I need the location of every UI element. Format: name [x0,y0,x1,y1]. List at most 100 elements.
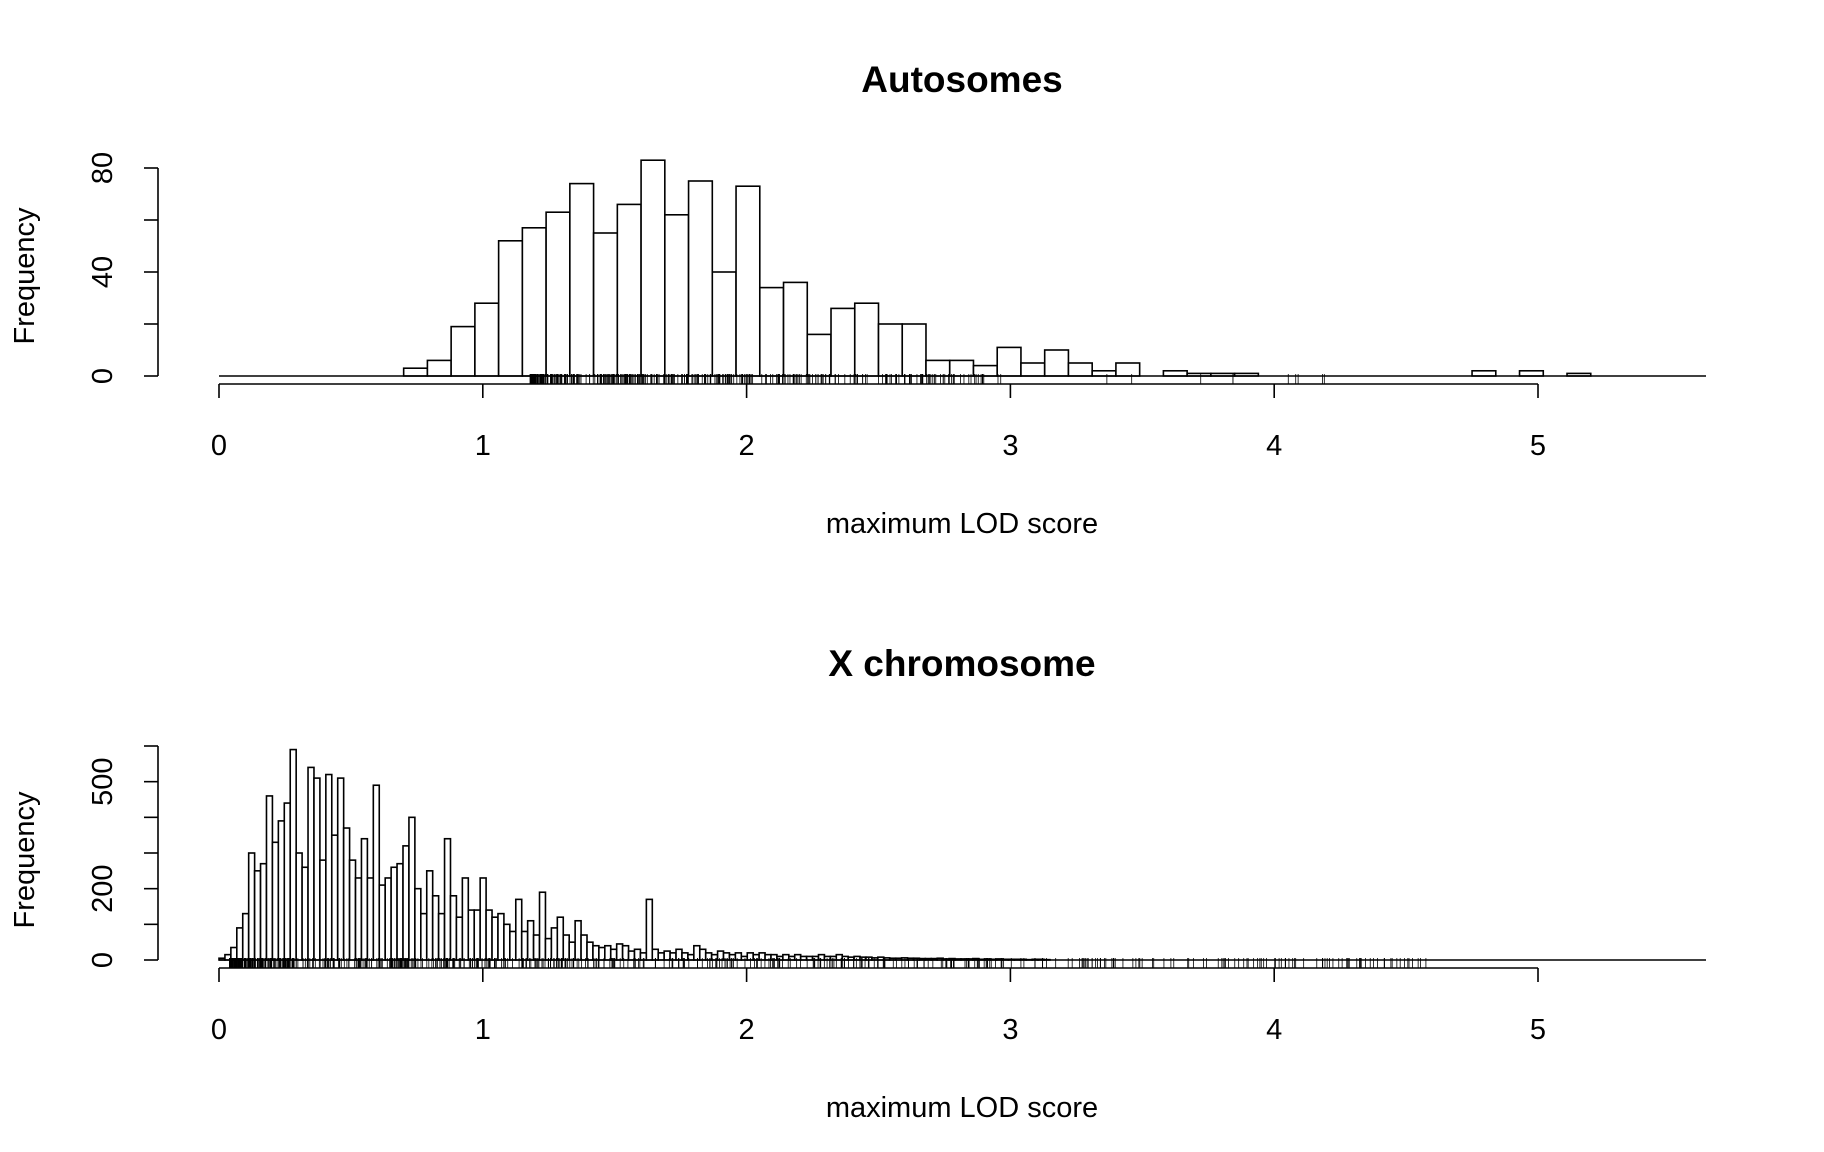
autosomes-bar-12 [687,180,714,377]
x-chromosome-bar-54 [538,891,547,961]
autosomes-x-tick-label-3: 3 [1002,430,1018,462]
x-chromosome-bar-29 [390,866,398,961]
x-chromosome-bar-38 [443,837,452,961]
autosomes-bar-10 [640,159,666,377]
autosomes-y-tick-label-2: 40 [87,256,119,288]
autosomes-bar-9 [616,203,642,377]
x-chromosome-bar-74 [657,952,665,961]
x-chromosome-bar-46 [491,916,499,961]
autosomes-x-tick-label-0: 0 [211,430,227,462]
x-chromosome-bar-4 [241,912,250,961]
x-chromosome-bar-35 [425,870,434,961]
x-chromosome-bar-8 [265,795,274,961]
x-chromosome-bar-36 [431,894,440,961]
autosomes-histogram-panel: Autosomes 0 1 2 3 4 5 0 40 80 maximum LOD score… [9,59,1706,540]
x-chromosome-bars [218,748,1706,961]
x-chromosome-y-tick-label-2: 200 [87,864,119,912]
x-chromosome-bar-39 [449,894,458,961]
x-chromosome-bar-60 [574,919,582,961]
x-chromosome-bar-21 [342,827,351,961]
x-chromosome-y-axis: 0 200 500 [87,745,159,968]
x-chromosome-bar-41 [461,877,470,961]
autosomes-bar-17 [806,333,832,377]
x-chromosome-bar-52 [526,919,535,961]
x-chromosome-bar-32 [408,816,416,961]
x-chromosome-bar-51 [520,930,529,961]
autosomes-bar-28 [1067,362,1093,377]
autosomes-bar-23 [948,359,975,377]
x-chromosome-x-tick-label-5: 5 [1530,1014,1546,1046]
autosomes-bar-22 [925,359,951,377]
x-chromosome-bar-80 [693,944,701,961]
x-chromosome-x-tick-label-1: 1 [475,1014,491,1046]
x-chromosome-bar-20 [336,777,345,961]
x-chromosome-bar-84 [716,950,725,961]
autosomes-bar-11 [664,214,690,377]
x-chromosome-bar-14 [301,866,309,961]
x-chromosome-bar-31 [402,845,410,961]
x-chromosome-bar-53 [532,934,541,961]
autosomes-x-axis: 0 1 2 3 4 5 [211,383,1546,462]
autosomes-bar-25 [996,346,1022,377]
x-chromosome-bar-3 [236,927,244,961]
x-chromosome-y-tick-label-5: 500 [87,757,119,805]
x-chromosome-bar-62 [586,941,594,961]
x-chromosome-bar-47 [497,912,505,961]
x-chromosome-x-axis: 0 1 2 3 4 5 [211,967,1546,1046]
x-chromosome-bar-57 [556,916,565,961]
autosomes-bar-15 [758,286,785,377]
x-chromosome-rug [229,958,1427,968]
x-chromosome-bar-28 [384,877,392,961]
x-chromosome-bar-34 [420,912,428,961]
x-chromosome-bar-24 [360,837,369,961]
x-chromosome-bar-55 [544,937,553,961]
x-chromosome-bar-97 [793,953,802,961]
x-chromosome-bar-7 [259,862,268,961]
x-chromosome-bar-12 [289,748,297,961]
x-chromosome-x-tick-label-4: 4 [1266,1014,1282,1046]
x-chromosome-bar-6 [253,870,262,961]
autosomes-bar-7 [569,182,595,377]
autosomes-bar-20 [877,323,904,377]
autosomes-bar-6 [545,211,571,377]
autosomes-bar-19 [853,302,880,377]
x-chromosome-bar-40 [455,916,464,961]
x-chromosome-histogram-panel: X chromosome 0 1 2 3 4 5 0 200 500 maximum LOD … [9,643,1706,1124]
autosomes-bar-24 [972,364,999,377]
y-axis-title-autosomes: Frequency [9,207,41,345]
x-chromosome-bar-30 [396,862,404,961]
autosomes-bar-30 [1115,362,1141,377]
x-chromosome-bar-5 [247,852,256,961]
autosomes-bar-14 [735,185,761,377]
x-chromosome-bar-19 [330,834,339,961]
autosomes-bar-8 [592,232,619,377]
x-chromosome-bar-26 [372,784,381,961]
chart-title-x-chromosome: X chromosome [828,643,1095,684]
x-chromosome-bar-37 [437,912,446,961]
x-chromosome-bar-56 [550,927,559,961]
autosomes-x-tick-label-1: 1 [475,430,491,462]
autosomes-y-axis: 0 40 80 [87,152,159,384]
x-chromosome-bar-42 [467,909,476,961]
autosomes-y-tick-label-0: 0 [87,368,119,384]
x-chromosome-bar-44 [479,877,487,961]
x-chromosome-x-tick-label-2: 2 [739,1014,755,1046]
x-chromosome-bar-85 [722,952,731,961]
x-chromosome-bar-33 [414,887,422,961]
autosomes-x-tick-label-5: 5 [1530,430,1546,462]
autosomes-bar-18 [830,307,856,377]
autosomes-bars [219,159,1706,377]
autosomes-rug [529,374,1325,384]
x-axis-title-autosomes: maximum LOD score [826,508,1098,540]
x-chromosome-bar-81 [698,948,707,961]
x-axis-title-x-chromosome: maximum LOD score [826,1092,1098,1124]
autosomes-bar-4 [497,240,524,377]
x-chromosome-bar-23 [354,877,363,961]
x-chromosome-bar-18 [325,773,333,961]
autosomes-bar-13 [711,271,737,377]
x-chromosome-bar-63 [592,944,600,961]
autosomes-bar-16 [782,281,809,377]
x-chromosome-bar-9 [271,841,280,961]
x-chromosome-bar-67 [615,943,624,961]
